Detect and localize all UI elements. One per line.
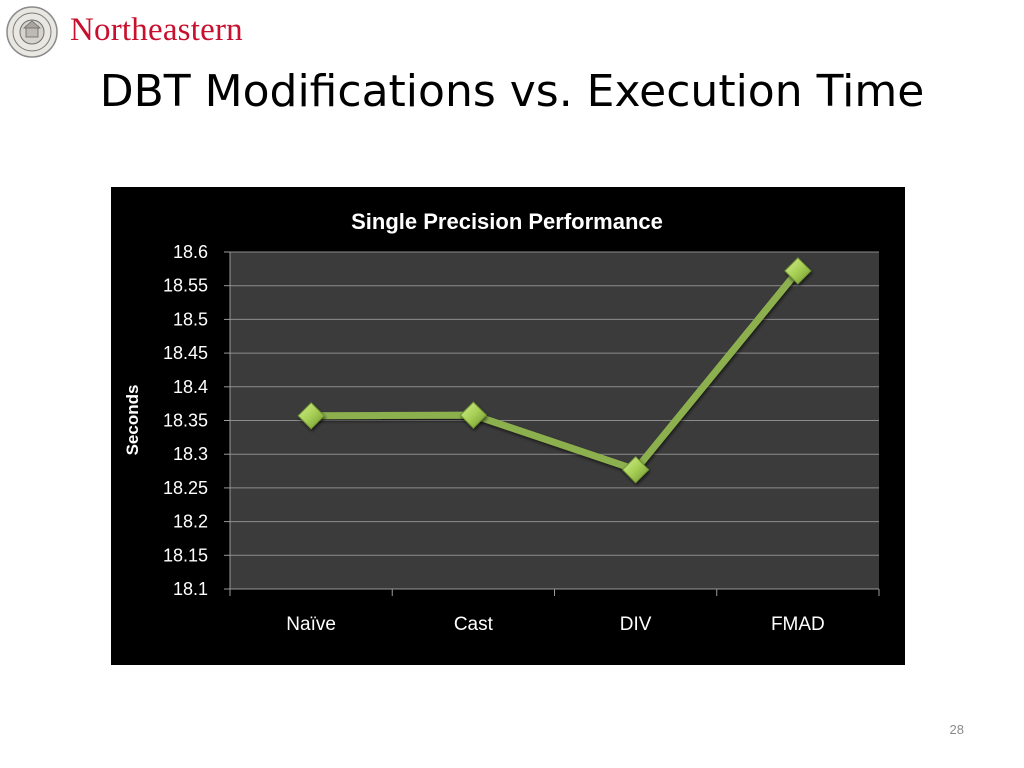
y-tick-label: 18.4 — [173, 377, 208, 397]
data-point-marker — [459, 401, 488, 429]
y-tick-label: 18.25 — [163, 478, 208, 498]
x-tick-label: DIV — [620, 614, 652, 635]
chart: Single Precision Performance Seconds 18.… — [111, 187, 905, 665]
y-tick-label: 18.35 — [163, 411, 208, 431]
data-point-marker — [784, 257, 812, 285]
brand-name: Northeastern — [70, 12, 243, 48]
chart-svg: Single Precision Performance Seconds 18.… — [123, 209, 880, 635]
chart-title: Single Precision Performance — [351, 209, 663, 234]
y-tick-label: 18.2 — [173, 512, 208, 532]
y-tick-label: 18.15 — [163, 545, 208, 565]
y-tick-label: 18.3 — [173, 444, 208, 464]
series-line — [307, 267, 802, 474]
university-seal-icon — [6, 6, 58, 58]
y-tick-label: 18.55 — [163, 276, 208, 296]
y-tick-label: 18.6 — [173, 242, 208, 262]
y-tick-label: 18.5 — [173, 309, 208, 329]
x-tick-label: Naïve — [286, 614, 336, 635]
y-tick-label: 18.1 — [173, 579, 208, 599]
x-tick-label: Cast — [454, 614, 494, 635]
slide-title: DBT Modifications vs. Execution Time — [99, 66, 925, 117]
data-point-marker — [621, 455, 650, 484]
y-tick-label: 18.45 — [163, 343, 208, 363]
x-tick-label: FMAD — [771, 614, 825, 635]
data-point-marker — [297, 402, 325, 430]
y-axis-label: Seconds — [123, 385, 142, 456]
page-number: 28 — [949, 722, 964, 737]
